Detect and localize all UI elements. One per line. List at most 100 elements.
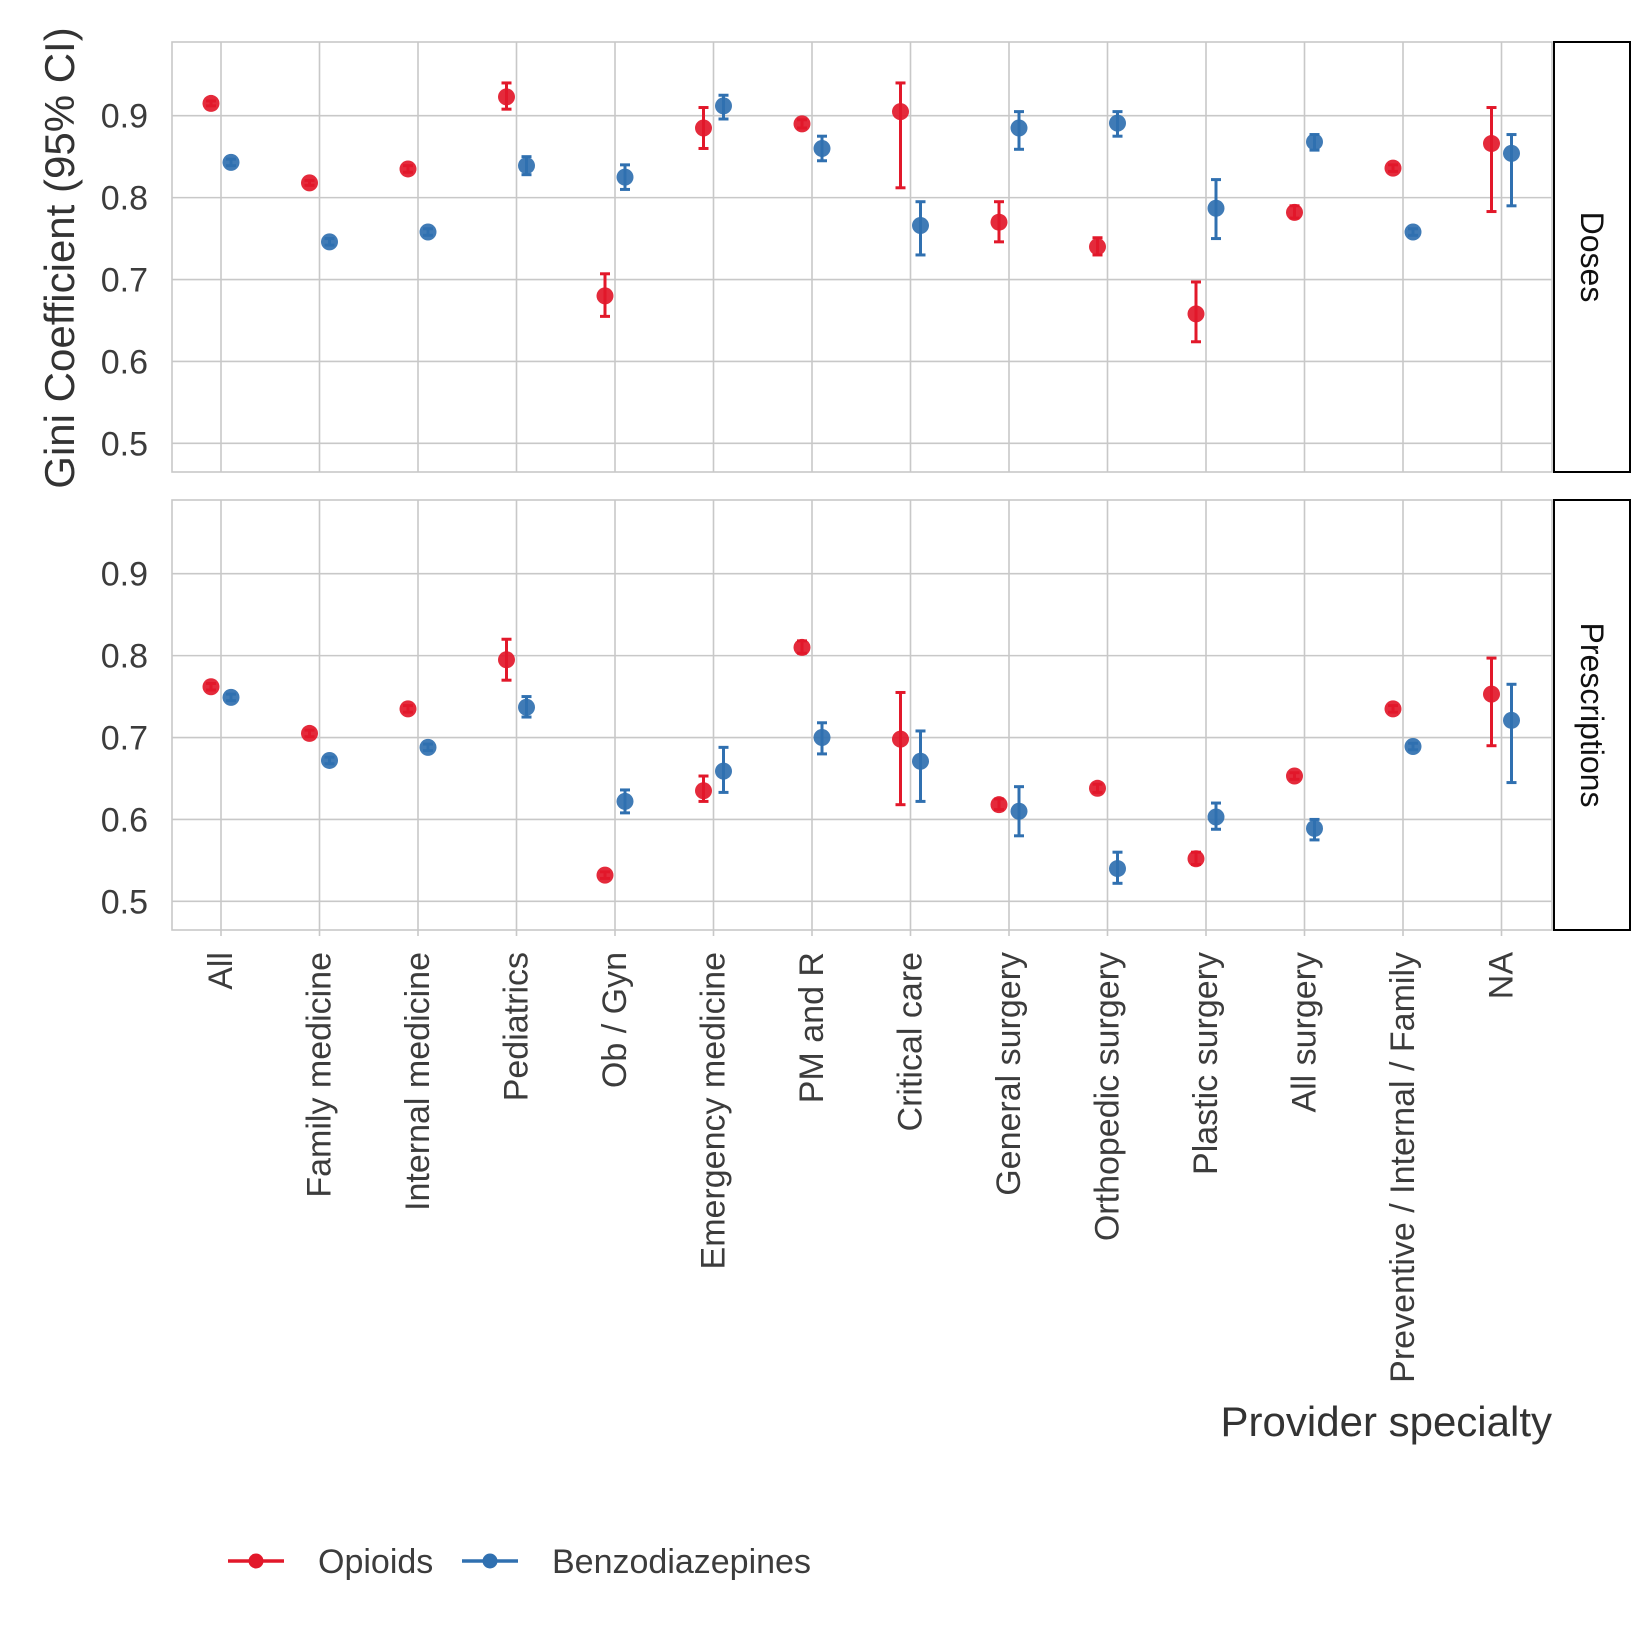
legend-item-benzodiazepines[interactable]: Benzodiazepines xyxy=(462,1543,811,1581)
x-tick-label-family-medicine: Family medicine xyxy=(301,952,339,1198)
point-benzodiazepines-all xyxy=(222,153,240,171)
point-benzodiazepines-all xyxy=(222,688,240,706)
point-opioids-emergency-medicine xyxy=(695,782,712,800)
point-benzodiazepines-emergency-medicine xyxy=(715,762,732,780)
point-benzodiazepines-plastic-surgery xyxy=(1207,808,1225,826)
point-benzodiazepines-ob-gyn xyxy=(616,792,634,810)
point-opioids-general-surgery xyxy=(990,796,1008,814)
legend-item-opioids[interactable]: Opioids xyxy=(228,1543,433,1581)
strip-prescriptions: Prescriptions xyxy=(1553,499,1631,931)
legend-benzodiazepines-label: Benzodiazepines xyxy=(552,1543,811,1581)
x-tick-label-general-surgery: General surgery xyxy=(990,952,1028,1196)
strip-label: Prescriptions xyxy=(1574,623,1610,808)
point-opioids-all-surgery xyxy=(1286,767,1303,785)
y-tick-label: 0.7 xyxy=(101,262,148,300)
strip-label: Doses xyxy=(1574,212,1610,303)
point-benzodiazepines-internal-medicine xyxy=(419,223,437,241)
point-opioids-na xyxy=(1483,685,1500,703)
point-benzodiazepines-critical-care xyxy=(912,216,929,234)
series-benzodiazepines-prescriptions xyxy=(222,682,1520,885)
panel-border xyxy=(171,41,1553,473)
point-opioids-critical-care xyxy=(892,730,909,748)
point-opioids-preventive-internal-family xyxy=(1384,700,1402,718)
panel-prescriptions: 0.5 0.6 0.7 0.8 0.9 Prescriptions xyxy=(101,499,1631,931)
point-opioids-all xyxy=(202,94,220,112)
legend: Opioids Benzodiazepines xyxy=(228,1543,811,1581)
y-tick-label: 0.7 xyxy=(101,720,148,758)
strip-box xyxy=(1553,499,1631,931)
x-tick-label-na: NA xyxy=(1483,952,1521,1000)
x-tick-label-preventive-internal-family: Preventive / Internal / Family xyxy=(1384,952,1422,1383)
x-tick-label-all: All xyxy=(202,952,240,990)
point-opioids-plastic-surgery xyxy=(1187,850,1205,868)
point-benzodiazepines-emergency-medicine xyxy=(715,97,732,115)
point-benzodiazepines-general-surgery xyxy=(1010,119,1028,137)
point-benzodiazepines-ob-gyn xyxy=(616,168,634,186)
series-benzodiazepines-doses xyxy=(222,93,1520,257)
point-opioids-ob-gyn xyxy=(596,287,614,305)
point-benzodiazepines-preventive-internal-family xyxy=(1404,738,1422,756)
y-tick-label: 0.5 xyxy=(101,425,148,463)
point-benzodiazepines-pediatrics xyxy=(518,698,535,716)
point-benzodiazepines-orthopedic-surgery xyxy=(1109,114,1126,132)
point-opioids-critical-care xyxy=(892,103,909,121)
legend-opioids-marker xyxy=(248,1553,264,1569)
point-benzodiazepines-critical-care xyxy=(912,752,929,770)
x-tick-label-all-surgery: All surgery xyxy=(1286,952,1324,1113)
point-benzodiazepines-pm-and-r xyxy=(813,139,831,157)
x-axis-title: Provider specialty xyxy=(1221,1398,1552,1445)
y-tick-label: 0.8 xyxy=(101,638,148,676)
point-opioids-plastic-surgery xyxy=(1187,305,1205,323)
panel-border xyxy=(171,499,1553,931)
point-benzodiazepines-family-medicine xyxy=(321,233,338,251)
point-opioids-general-surgery xyxy=(990,213,1008,231)
y-tick-label: 0.9 xyxy=(101,556,148,594)
strip-doses: Doses xyxy=(1553,41,1631,473)
series-opioids-doses xyxy=(202,81,1500,344)
point-benzodiazepines-orthopedic-surgery xyxy=(1109,860,1126,878)
panels-layer: 0.5 0.6 0.7 0.8 0.9 Doses 0.5 0.6 0.7 0.8 0.9 Presc… xyxy=(101,41,1631,931)
point-opioids-pediatrics xyxy=(498,651,515,669)
y-tick-label: 0.5 xyxy=(101,883,148,921)
x-tick-label-internal-medicine: Internal medicine xyxy=(399,952,437,1211)
point-opioids-ob-gyn xyxy=(596,866,614,884)
point-opioids-all xyxy=(202,678,220,696)
series-opioids-prescriptions xyxy=(202,637,1500,884)
point-opioids-orthopedic-surgery xyxy=(1089,779,1106,797)
y-tick-label: 0.8 xyxy=(101,180,148,218)
point-opioids-emergency-medicine xyxy=(695,119,712,137)
x-tick-label-ob-gyn: Ob / Gyn xyxy=(596,952,634,1088)
point-benzodiazepines-all-surgery xyxy=(1306,819,1323,837)
point-benzodiazepines-na xyxy=(1503,711,1520,729)
y-tick-label: 0.6 xyxy=(101,343,148,381)
point-opioids-pm-and-r xyxy=(793,115,811,133)
point-opioids-pm-and-r xyxy=(793,638,811,656)
y-tick-label: 0.9 xyxy=(101,98,148,136)
point-benzodiazepines-family-medicine xyxy=(321,751,338,769)
point-opioids-orthopedic-surgery xyxy=(1089,238,1106,256)
y-tick-label: 0.6 xyxy=(101,801,148,839)
legend-opioids-label: Opioids xyxy=(318,1543,433,1581)
x-tick-label-orthopedic-surgery: Orthopedic surgery xyxy=(1089,952,1127,1241)
x-tick-label-pm-and-r: PM and R xyxy=(793,952,831,1103)
legend-benzodiazepines-marker xyxy=(482,1553,498,1569)
point-benzodiazepines-plastic-surgery xyxy=(1207,199,1225,217)
point-benzodiazepines-internal-medicine xyxy=(419,738,437,756)
point-opioids-na xyxy=(1483,135,1500,153)
point-opioids-internal-medicine xyxy=(399,700,417,718)
x-tick-label-pediatrics: Pediatrics xyxy=(498,952,536,1101)
point-opioids-preventive-internal-family xyxy=(1384,159,1402,177)
point-opioids-family-medicine xyxy=(301,174,318,192)
point-benzodiazepines-pm-and-r xyxy=(813,729,831,747)
panel-doses: 0.5 0.6 0.7 0.8 0.9 Doses xyxy=(101,41,1631,473)
strip-box xyxy=(1553,41,1631,473)
point-opioids-all-surgery xyxy=(1286,203,1303,221)
x-tick-label-emergency-medicine: Emergency medicine xyxy=(695,952,733,1269)
y-axis-title: Gini Coefficient (95% CI) xyxy=(36,27,83,488)
point-benzodiazepines-pediatrics xyxy=(518,157,535,175)
point-benzodiazepines-na xyxy=(1503,144,1520,162)
point-benzodiazepines-preventive-internal-family xyxy=(1404,223,1422,241)
x-tick-label-critical-care: Critical care xyxy=(892,952,930,1131)
x-tick-label-plastic-surgery: Plastic surgery xyxy=(1187,952,1225,1175)
